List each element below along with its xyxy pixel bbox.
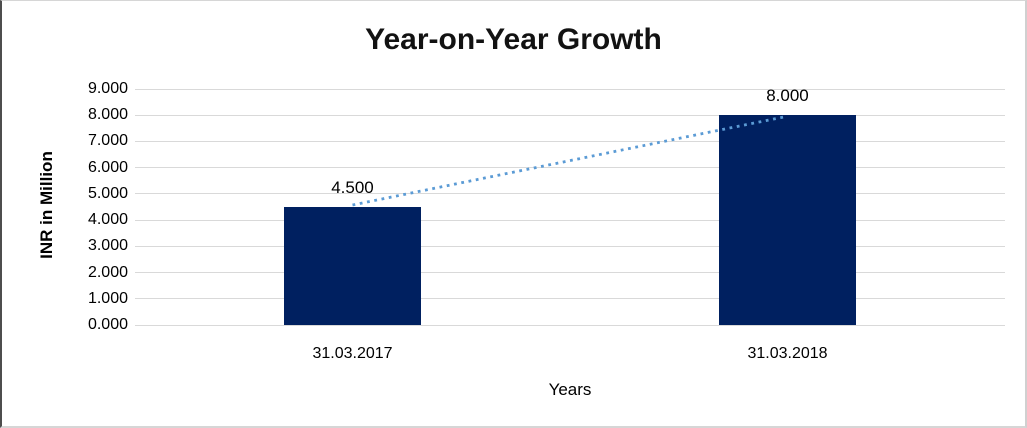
bar: [284, 207, 421, 325]
gridline: [135, 140, 1005, 142]
gridline: [135, 193, 1005, 195]
gridline: [135, 167, 1005, 169]
gridline: [135, 88, 1005, 90]
y-tick-label: 8.000: [87, 106, 128, 124]
x-tick-label: 31.03.2018: [747, 345, 828, 362]
x-axis-title: Years: [548, 380, 592, 399]
x-tick-label: 31.03.2017: [312, 345, 393, 362]
gridline: [135, 245, 1005, 247]
gridline: [135, 219, 1005, 221]
bar: [719, 115, 856, 325]
gridline: [135, 298, 1005, 300]
y-tick-label: 2.000: [87, 263, 128, 281]
y-tick-label: 3.000: [87, 237, 128, 255]
y-tick-label: 0.000: [87, 316, 128, 333]
bar-data-label: 8.000: [766, 86, 809, 106]
y-tick-label: 5.000: [87, 184, 128, 202]
bar-data-label: 4.500: [331, 178, 374, 197]
y-tick-label: 1.000: [87, 289, 128, 307]
gridline: [135, 114, 1005, 116]
gridline: [135, 324, 1005, 326]
y-tick-label: 7.000: [87, 132, 128, 150]
y-tick-label: 6.000: [87, 158, 128, 176]
chart-title: Year-on-Year Growth: [365, 23, 662, 56]
gridline: [135, 272, 1005, 274]
y-tick-label: 9.000: [87, 80, 128, 97]
y-tick-label: 4.000: [87, 211, 128, 229]
